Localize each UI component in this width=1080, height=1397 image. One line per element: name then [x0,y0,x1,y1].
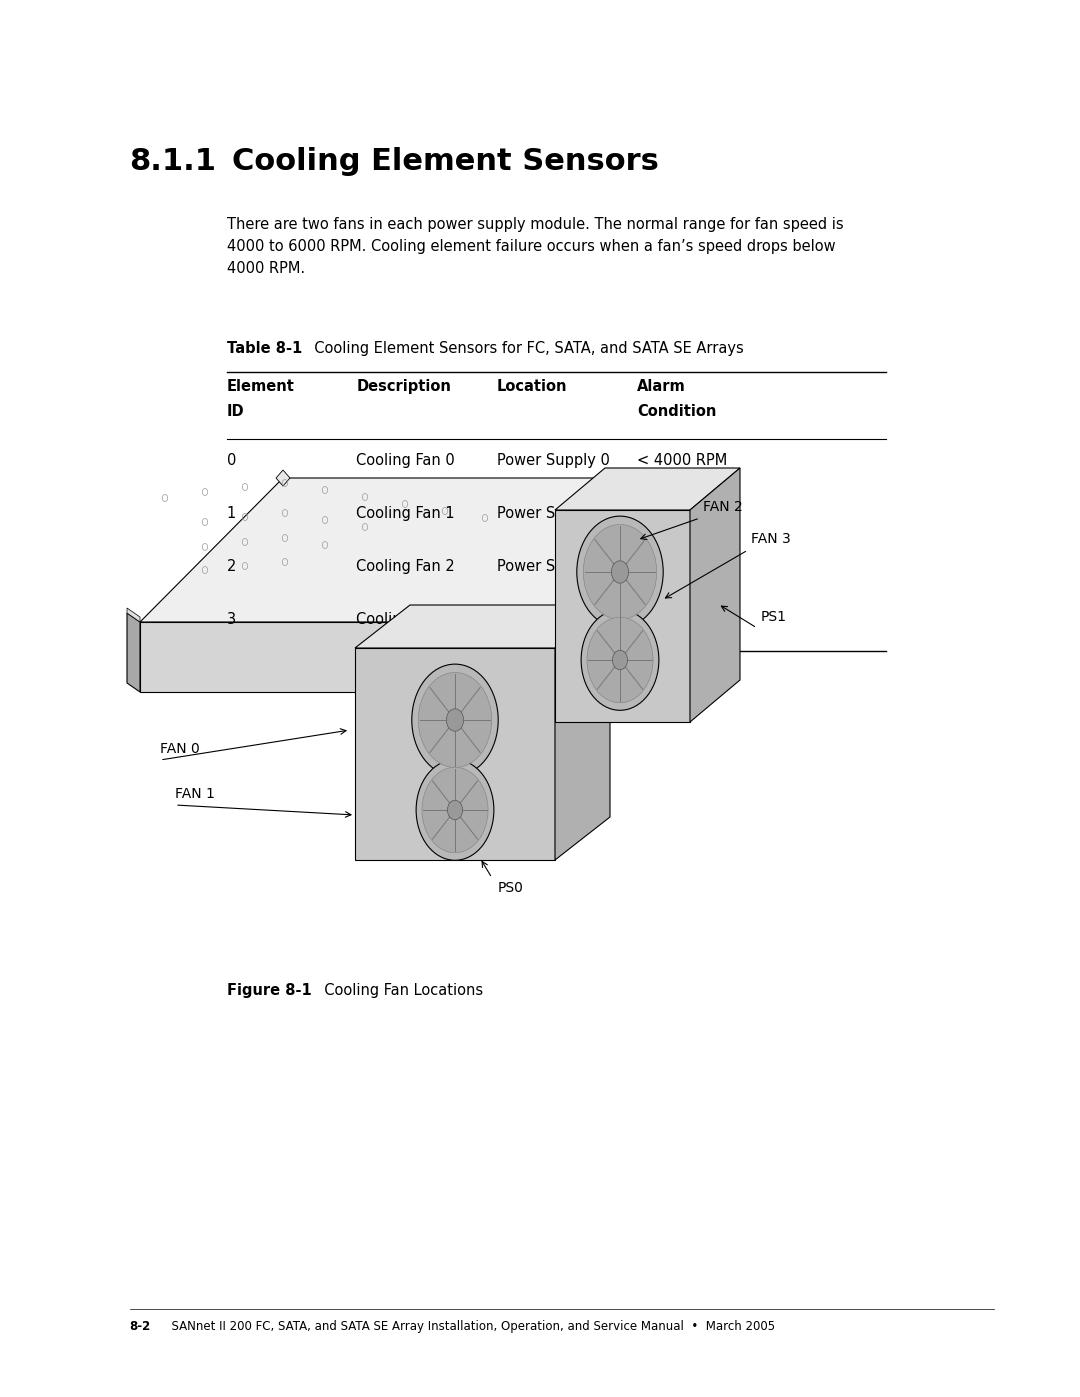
Circle shape [447,800,462,820]
Polygon shape [127,613,140,692]
Text: PS1: PS1 [760,610,786,624]
Text: Element: Element [227,379,295,394]
Circle shape [586,617,653,703]
Circle shape [611,560,629,583]
Text: Table 8-1: Table 8-1 [227,341,302,356]
Text: 1: 1 [227,506,237,521]
Polygon shape [548,478,690,692]
Polygon shape [276,469,291,486]
Text: Condition: Condition [637,404,716,419]
Text: Location: Location [497,379,567,394]
Text: Description: Description [356,379,451,394]
Text: Figure 8-1: Figure 8-1 [227,983,311,999]
Text: Cooling Fan 2: Cooling Fan 2 [356,559,455,574]
Polygon shape [140,622,548,692]
Polygon shape [690,468,740,722]
Text: 3: 3 [227,612,235,627]
Text: 2: 2 [227,559,237,574]
Text: Cooling Fan Locations: Cooling Fan Locations [315,983,484,999]
Polygon shape [355,605,610,648]
Circle shape [422,767,488,852]
Polygon shape [555,605,610,861]
Text: Cooling Element Sensors: Cooling Element Sensors [232,147,659,176]
Polygon shape [140,478,690,622]
Text: Cooling Element Sensors for FC, SATA, and SATA SE Arrays: Cooling Element Sensors for FC, SATA, an… [305,341,743,356]
Text: Power Supply 1: Power Supply 1 [497,612,609,627]
Text: Power Supply 0: Power Supply 0 [497,453,610,468]
Text: ID: ID [227,404,244,419]
Text: Cooling Fan 0: Cooling Fan 0 [356,453,455,468]
Text: Alarm: Alarm [637,379,686,394]
Text: < 4000 RPM: < 4000 RPM [637,506,728,521]
Text: FAN 0: FAN 0 [160,742,200,756]
Circle shape [418,672,491,767]
Text: Cooling Fan 3: Cooling Fan 3 [356,612,455,627]
Circle shape [411,664,498,775]
Text: Power Supply 1: Power Supply 1 [497,559,609,574]
Circle shape [577,515,663,627]
Text: Power Supply 0: Power Supply 0 [497,506,610,521]
Text: < 4000 RPM: < 4000 RPM [637,612,728,627]
Circle shape [446,708,463,731]
Circle shape [583,524,657,619]
Circle shape [612,650,627,669]
Text: 8.1.1: 8.1.1 [130,147,217,176]
Polygon shape [127,608,140,622]
Text: PS0: PS0 [498,880,524,895]
Polygon shape [555,510,690,722]
Polygon shape [355,648,555,861]
Text: 0: 0 [227,453,237,468]
Circle shape [416,760,494,861]
Text: FAN 2: FAN 2 [703,500,743,514]
Text: FAN 1: FAN 1 [175,787,215,800]
Text: SANnet II 200 FC, SATA, and SATA SE Array Installation, Operation, and Service M: SANnet II 200 FC, SATA, and SATA SE Arra… [164,1320,775,1333]
Text: 8-2: 8-2 [130,1320,151,1333]
Circle shape [581,609,659,710]
Text: FAN 3: FAN 3 [752,532,791,546]
Text: < 4000 RPM: < 4000 RPM [637,559,728,574]
Text: Cooling Fan 1: Cooling Fan 1 [356,506,455,521]
Text: There are two fans in each power supply module. The normal range for fan speed i: There are two fans in each power supply … [227,217,843,277]
Polygon shape [555,468,740,510]
Text: < 4000 RPM: < 4000 RPM [637,453,728,468]
